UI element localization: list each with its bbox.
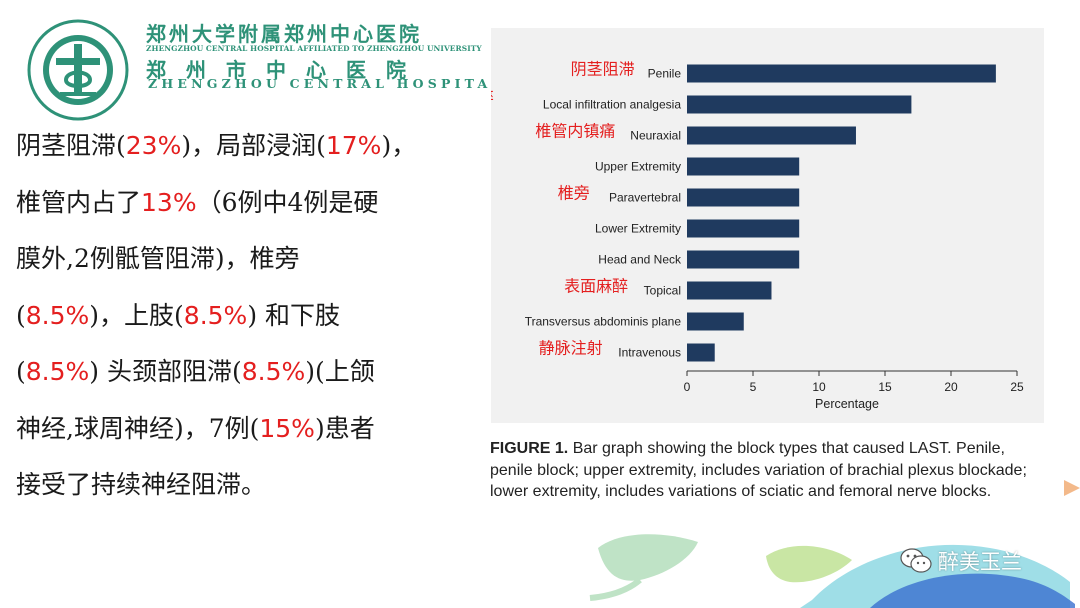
text-line: 神经,球周神经)，7例(15%)患者 xyxy=(16,413,375,443)
category-label: Upper Extremity xyxy=(595,160,681,174)
category-label: Topical xyxy=(644,284,681,298)
figure-panel: Penile 阴茎阻滞 Local infiltration analgesia 局部… xyxy=(491,28,1044,423)
caption-label: FIGURE 1. xyxy=(490,440,569,457)
hospital-short-en: ZHENGZHOU CENTRAL HOSPITAL xyxy=(148,76,505,91)
bar-chart: Penile 阴茎阻滞 Local infiltration analgesia 局部… xyxy=(491,60,1024,412)
chinese-annotation: 阴茎阻滞 xyxy=(571,60,635,79)
figure-caption: FIGURE 1. Bar graph showing the block ty… xyxy=(490,438,1050,503)
text-line: 椎管内占了13%（6例中4例是硬 xyxy=(16,187,379,217)
percent-highlight: 23% xyxy=(125,131,182,160)
category-label: Paravertebral xyxy=(609,191,681,205)
bar xyxy=(687,95,912,114)
text-line: 接受了持续神经阻滞。 xyxy=(16,470,267,499)
hospital-logo xyxy=(27,19,129,121)
percent-highlight: 13% xyxy=(141,187,197,217)
x-tick-label: 20 xyxy=(944,380,958,394)
bar xyxy=(687,126,856,145)
bar xyxy=(687,188,800,207)
body-paragraph: 阴茎阻滞(23%)，局部浸润(17%)， 椎管内占了13%（6例中4例是硬 膜外… xyxy=(16,118,474,514)
swoosh-blue xyxy=(870,573,1075,608)
chinese-annotation: 局部浸润麻醉 xyxy=(491,88,494,107)
x-tick-label: 25 xyxy=(1010,380,1024,394)
bar xyxy=(687,219,800,238)
x-tick-label: 5 xyxy=(750,380,757,394)
caption-text: Bar graph showing the block types that c… xyxy=(490,440,1027,500)
chinese-annotation: 椎管内镇痛 xyxy=(535,122,615,141)
percent-highlight: 8.5% xyxy=(241,357,306,386)
category-label: Head and Neck xyxy=(598,253,682,267)
chinese-annotation: 静脉注射 xyxy=(539,339,603,358)
chinese-annotation: 表面麻醉 xyxy=(564,277,628,296)
bar xyxy=(687,157,800,176)
text-line: (8.5%)，上肢(8.5%) 和下肢 xyxy=(16,300,341,330)
hospital-short-cn: 郑州市中心医院 xyxy=(146,58,426,82)
category-label: Intravenous xyxy=(618,346,681,360)
hospital-name-en: ZHENGZHOU CENTRAL HOSPITAL AFFILIATED TO… xyxy=(146,44,482,53)
x-tick-label: 10 xyxy=(812,380,826,394)
percent-highlight: 15% xyxy=(259,413,315,443)
x-axis-title: Percentage xyxy=(815,397,879,411)
category-label: Transversus abdominis plane xyxy=(525,315,682,329)
wechat-icon xyxy=(900,548,932,573)
ginkgo-leaf-left xyxy=(598,534,698,581)
ginkgo-leaf-mid xyxy=(766,545,852,583)
text-line: 阴茎阻滞(23%)，局部浸润(17%)， xyxy=(16,131,417,160)
category-label: Penile xyxy=(648,67,682,81)
hospital-name-cn: 郑州大学附属郑州中心医院 xyxy=(146,22,422,46)
bar xyxy=(687,312,744,331)
text-line: (8.5%) 头颈部阻滞(8.5%)(上颌 xyxy=(16,357,375,386)
percent-highlight: 8.5% xyxy=(183,300,248,330)
x-tick-label: 0 xyxy=(684,380,691,394)
category-label: Local infiltration analgesia xyxy=(543,98,681,112)
percent-highlight: 17% xyxy=(325,131,382,160)
bar xyxy=(687,64,996,83)
x-tick-label: 15 xyxy=(878,380,892,394)
text-line: 膜外,2例骶管阻滞)，椎旁 xyxy=(16,244,300,273)
percent-highlight: 8.5% xyxy=(25,357,90,386)
bar xyxy=(687,250,800,269)
watermark: 醉美玉兰 xyxy=(900,546,1022,576)
bar xyxy=(687,343,715,362)
category-label: Neuraxial xyxy=(630,129,681,143)
category-label: Lower Extremity xyxy=(595,222,681,236)
watermark-text: 醉美玉兰 xyxy=(938,550,1022,574)
leaf-stem-left xyxy=(589,577,642,601)
percent-highlight: 8.5% xyxy=(25,300,90,330)
bar xyxy=(687,281,772,300)
arrow-mark xyxy=(1064,480,1080,496)
chinese-annotation: 椎旁 xyxy=(558,184,590,203)
